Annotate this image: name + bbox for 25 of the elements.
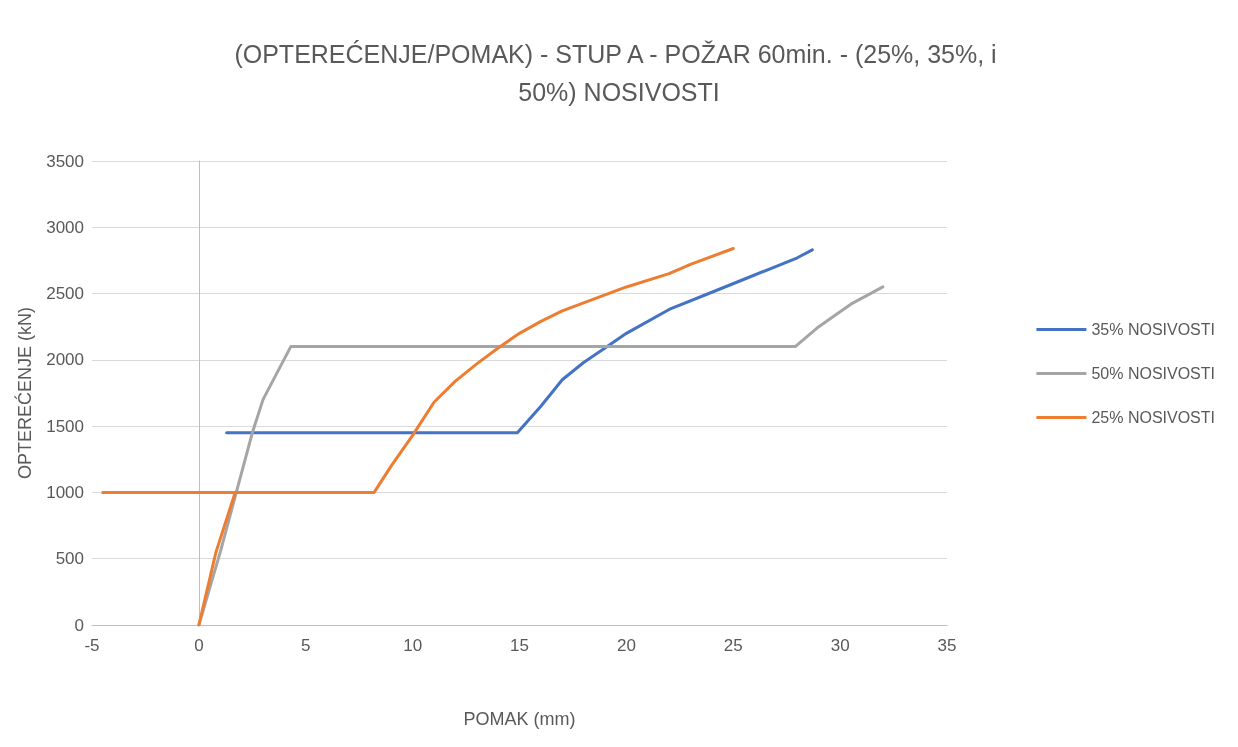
x-tick-label: 10	[403, 636, 423, 655]
y-axis-title: OPTEREĆENJE (kN)	[14, 306, 35, 480]
line-series	[225, 248, 814, 435]
y-tick-label: 3000	[46, 217, 84, 237]
chart-title: (OPTEREĆENJE/POMAK) - STUP A - POŽAR 60min. - (25%, 35%, i 50%) NOSIVOSTI	[234, 40, 1004, 106]
y-tick-label: 0	[74, 615, 84, 635]
x-tick-label: 30	[830, 636, 850, 655]
y-tick-label: 3500	[46, 151, 84, 171]
y-tick-label: 1000	[46, 482, 84, 502]
y-tick-label: 1500	[46, 416, 84, 436]
x-tick-label: 5	[301, 636, 311, 655]
legend-label: 50% NOSIVOSTI	[1091, 365, 1215, 382]
legend-label: 35% NOSIVOSTI	[1091, 321, 1215, 338]
x-tick-label: -5	[84, 636, 100, 655]
x-tick-label: 20	[616, 636, 636, 655]
x-tick-label: 15	[510, 636, 529, 655]
line-series	[101, 247, 735, 627]
legend-label: 25% NOSIVOSTI	[1091, 409, 1215, 426]
y-tick-label: 2500	[46, 284, 84, 304]
y-tick-label: 2000	[46, 350, 84, 370]
y-tick-label: 500	[55, 549, 84, 569]
x-tick-label: 25	[723, 636, 743, 655]
x-tick-label: 35	[937, 636, 957, 655]
x-tick-label: 0	[194, 636, 204, 655]
x-axis-title: POMAK (mm)	[463, 709, 576, 729]
